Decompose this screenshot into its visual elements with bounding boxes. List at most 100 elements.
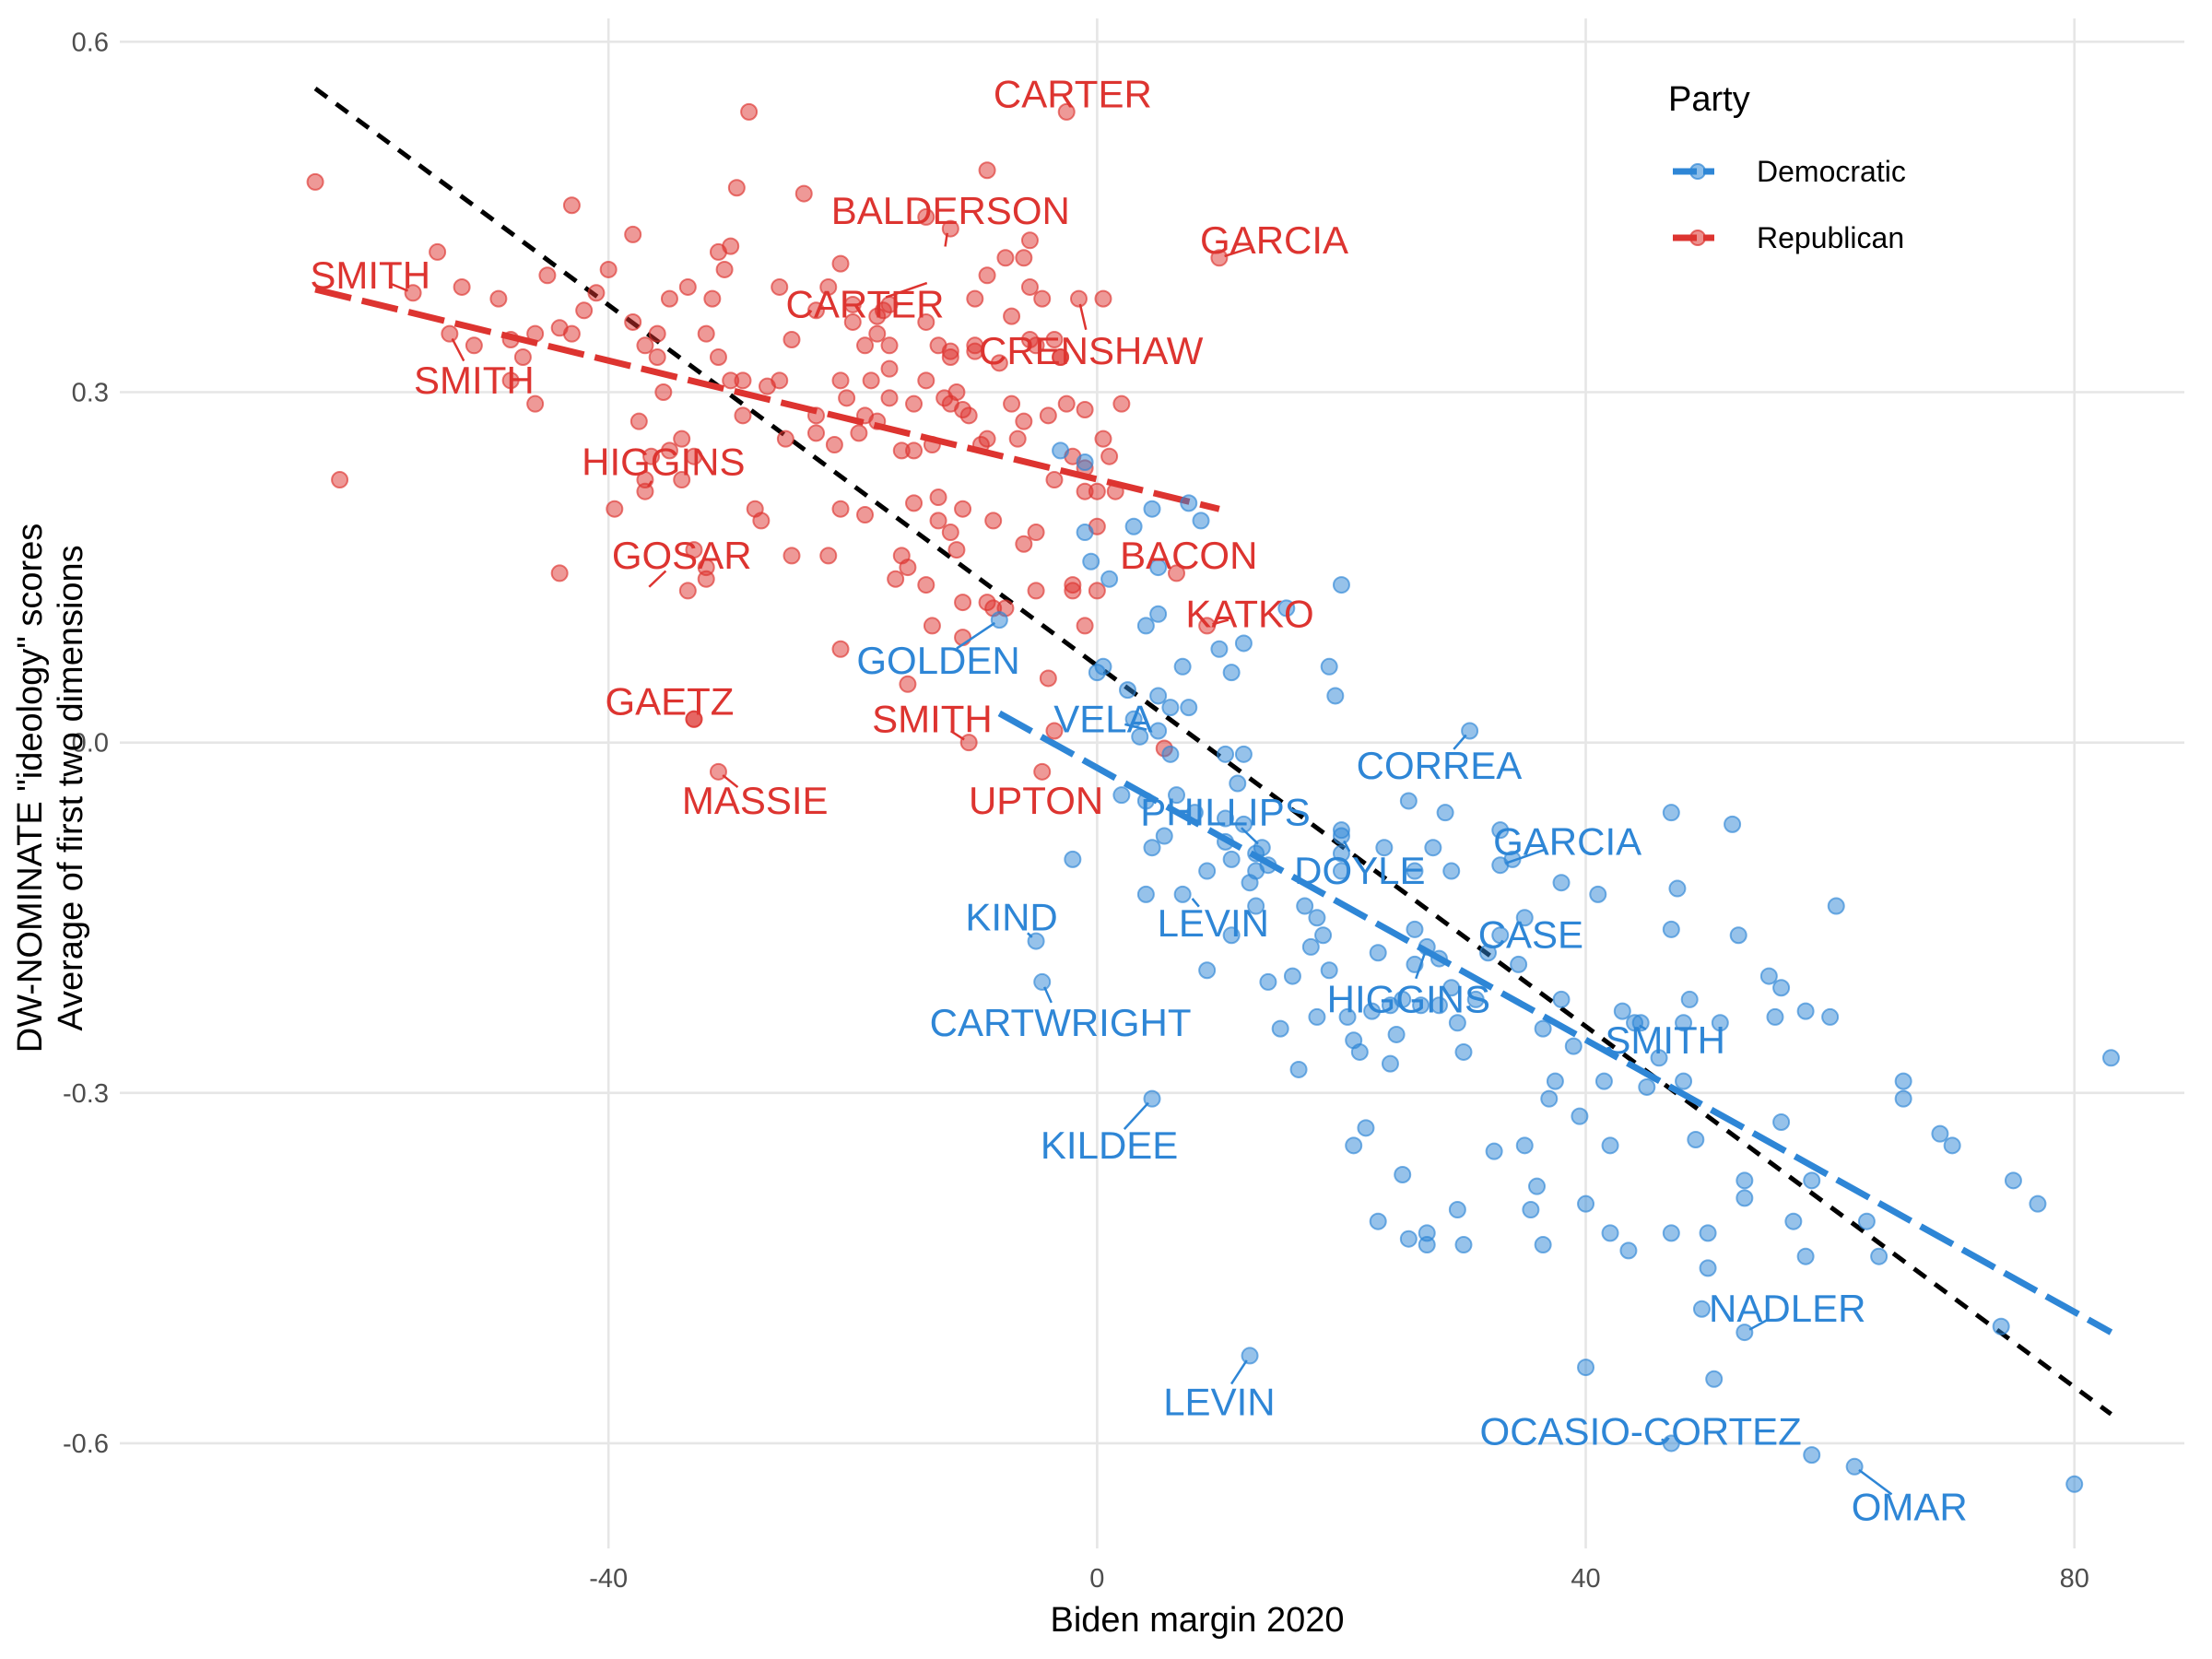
data-point-republican <box>429 242 447 261</box>
data-point-democratic <box>1350 1042 1369 1061</box>
point-label-kildee: KILDEE <box>1041 1124 1178 1167</box>
data-point-republican <box>978 266 996 285</box>
data-points <box>306 102 2120 1493</box>
data-point-democratic <box>1857 1212 1876 1230</box>
fit-lines <box>313 87 2113 1417</box>
data-point-republican <box>984 512 1003 530</box>
data-point-republican <box>441 324 459 343</box>
data-point-democratic <box>1173 657 1192 676</box>
data-point-democratic <box>1143 500 1161 518</box>
data-point-republican <box>880 389 899 407</box>
data-point-republican <box>905 394 924 413</box>
data-point-democratic <box>1217 809 1235 828</box>
data-point-democratic <box>1577 1194 1595 1213</box>
data-point-democratic <box>1491 926 1510 945</box>
data-point-democratic <box>1735 1324 1754 1342</box>
data-point-republican <box>1052 347 1070 366</box>
data-point-democratic <box>1308 1007 1326 1026</box>
data-point-republican <box>807 406 826 425</box>
data-point-democratic <box>1259 856 1277 875</box>
data-point-democratic <box>1711 1014 1729 1032</box>
data-point-democratic <box>1149 722 1168 740</box>
data-point-republican <box>782 330 801 348</box>
data-point-republican <box>587 284 606 302</box>
data-point-republican <box>1094 429 1112 448</box>
data-point-democratic <box>1173 885 1192 903</box>
data-point-republican <box>929 488 947 507</box>
data-point-republican <box>1015 535 1033 553</box>
point-label-katko: KATKO <box>1185 592 1313 635</box>
data-point-republican <box>959 734 978 752</box>
label-leader-line <box>1241 827 1259 845</box>
data-point-democratic <box>1454 1042 1473 1061</box>
label-leader-line <box>949 730 965 741</box>
data-point-republican <box>954 594 972 612</box>
data-point-democratic <box>1613 1002 1631 1020</box>
data-point-republican <box>1069 289 1088 308</box>
data-point-republican <box>831 254 850 273</box>
label-leader-line <box>1639 1024 1647 1030</box>
data-point-democratic <box>1185 804 1204 822</box>
data-point-democratic <box>1894 1072 1912 1090</box>
data-point-democratic <box>1424 839 1442 857</box>
data-point-republican <box>727 179 746 197</box>
data-point-democratic <box>1234 815 1253 833</box>
data-point-democratic <box>1406 920 1424 938</box>
data-point-republican <box>648 324 666 343</box>
label-leader-line <box>1230 1359 1248 1385</box>
data-point-democratic <box>1332 827 1350 845</box>
point-label-smith: SMITH <box>414 359 535 402</box>
data-point-democratic <box>1320 961 1338 980</box>
data-point-democratic <box>1662 1224 1680 1242</box>
data-point-democratic <box>1552 990 1571 1008</box>
data-point-republican <box>771 277 789 296</box>
label-leader-line <box>1224 245 1254 258</box>
legend-label-democratic: Democratic <box>1757 155 1906 188</box>
label-leader-line <box>1124 723 1147 731</box>
data-point-democratic <box>1943 1136 1961 1155</box>
data-point-republican <box>850 424 868 442</box>
data-point-democratic <box>1491 856 1510 875</box>
data-point-republican <box>526 324 545 343</box>
data-point-democratic <box>1136 792 1155 810</box>
point-label-omar: OMAR <box>1852 1486 1968 1529</box>
data-point-republican <box>636 336 654 355</box>
data-point-republican <box>1003 394 1021 413</box>
data-point-republican <box>660 289 678 308</box>
data-point-republican <box>1008 429 1027 448</box>
data-point-republican <box>880 359 899 378</box>
data-point-republican <box>685 541 703 559</box>
data-point-democratic <box>1241 1347 1259 1365</box>
data-point-democratic <box>1149 687 1168 705</box>
point-label-phillips: PHILLIPS <box>1140 791 1310 834</box>
label-leader-line <box>1123 1101 1149 1130</box>
point-labels: CARTER BALDERSON GARCIA SMITH CARTER CRENSHAW… <box>310 72 1967 1528</box>
data-point-democratic <box>1448 1201 1466 1219</box>
data-point-democratic <box>1735 1171 1754 1190</box>
data-point-democratic <box>1729 926 1747 945</box>
label-leader-line <box>1661 1438 1667 1442</box>
data-point-democratic <box>1594 1072 1613 1090</box>
data-point-republican <box>966 336 984 355</box>
label-leader-line <box>647 480 653 488</box>
data-point-democratic <box>1289 1060 1308 1078</box>
data-point-democratic <box>1149 559 1168 577</box>
data-point-democratic <box>1442 862 1461 880</box>
data-point-republican <box>862 371 880 390</box>
y-tick-label: 0.0 <box>72 729 109 759</box>
data-point-democratic <box>1692 1300 1711 1318</box>
data-point-republican <box>868 324 887 343</box>
data-point-republican <box>917 207 935 226</box>
point-label-higgins: HIGGINS <box>582 441 745 484</box>
data-point-republican <box>1027 524 1045 542</box>
data-point-republican <box>868 412 887 430</box>
data-point-democratic <box>1662 804 1680 822</box>
data-point-republican <box>1015 412 1033 430</box>
data-point-republican <box>941 524 959 542</box>
data-point-democratic <box>1675 1072 1693 1090</box>
data-point-republican <box>1039 669 1057 688</box>
data-point-democratic <box>1650 1049 1668 1067</box>
data-point-democratic <box>1222 926 1241 945</box>
data-point-democratic <box>1894 1089 1912 1108</box>
